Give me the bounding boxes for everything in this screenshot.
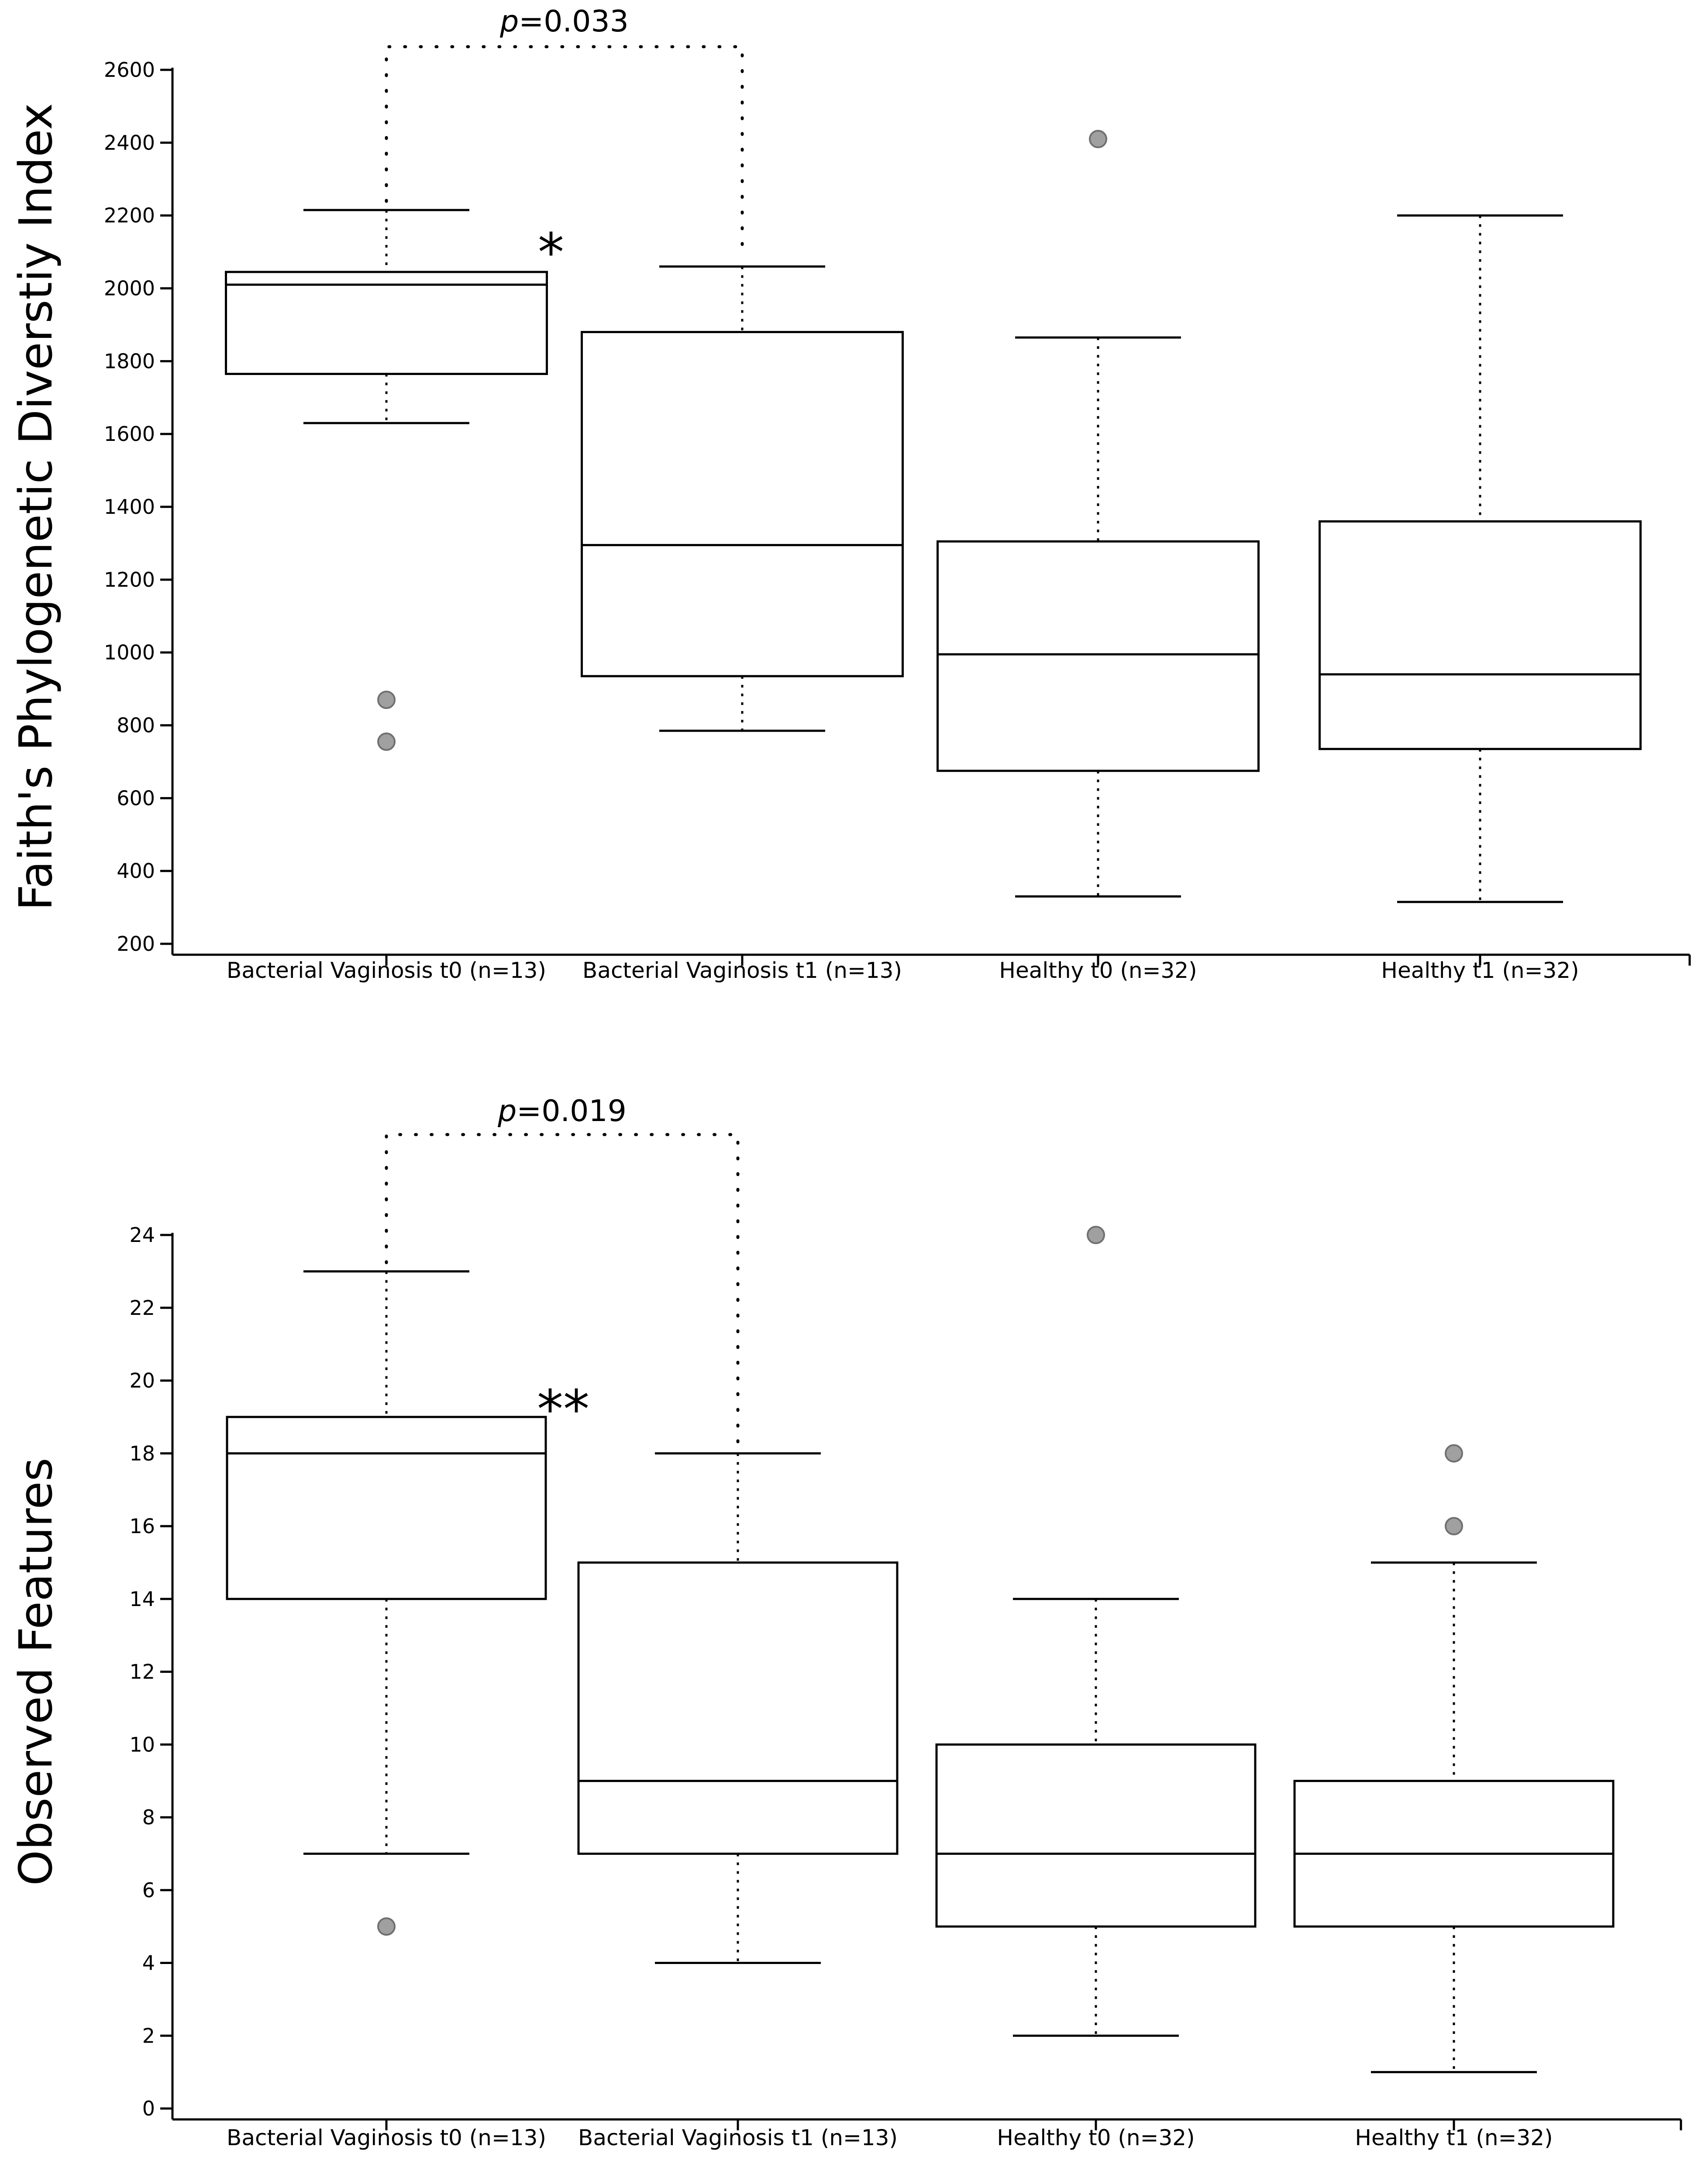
x-category-label: Healthy t0 (n=32) <box>997 2125 1195 2150</box>
significance-bracket <box>385 1133 740 1446</box>
x-category-label: Bacterial Vaginosis t0 (n=13) <box>227 2125 546 2150</box>
p-value-number: =0.033 <box>519 4 629 39</box>
y-tick-label: 12 <box>129 1660 155 1684</box>
x-category-label: Healthy t1 (n=32) <box>1355 2125 1553 2150</box>
x-category-label: Bacterial Vaginosis t0 (n=13) <box>227 958 546 983</box>
y-tick-label: 8 <box>142 1806 155 1829</box>
y-tick-label: 400 <box>117 859 155 883</box>
y-tick-label: 18 <box>129 1441 155 1465</box>
x-category-label: Healthy t0 (n=32) <box>999 958 1197 983</box>
y-tick-label: 1000 <box>104 641 155 664</box>
y-tick-label: 2400 <box>104 131 155 155</box>
p-value-label: p=0.033 <box>499 4 629 39</box>
y-tick-label: 2000 <box>104 277 155 300</box>
y-tick-label: 14 <box>129 1587 155 1611</box>
outlier-point <box>1445 1444 1463 1463</box>
outlier-point <box>377 1917 396 1936</box>
y-tick-label: 4 <box>142 1951 155 1975</box>
y-tick-label: 2200 <box>104 204 155 227</box>
y-tick-label: 200 <box>117 932 155 956</box>
significance-stars: ** <box>537 1379 589 1440</box>
y-tick-label: 1800 <box>104 349 155 373</box>
p-value-label: p=0.019 <box>497 1094 627 1128</box>
y-tick-label: 1200 <box>104 568 155 592</box>
y-tick-label: 2 <box>142 2024 155 2047</box>
y-tick-label: 24 <box>129 1223 155 1247</box>
box-iqr <box>937 540 1260 772</box>
box-iqr <box>226 1416 547 1600</box>
y-tick-label: 6 <box>142 1878 155 1902</box>
y-tick-label: 1600 <box>104 422 155 446</box>
outlier-point <box>1087 1226 1105 1244</box>
y-tick-label: 16 <box>129 1514 155 1538</box>
y-tick-label: 800 <box>117 714 155 737</box>
y-tick-label: 0 <box>142 2097 155 2120</box>
y-tick-label: 10 <box>129 1733 155 1756</box>
y-tick-label: 22 <box>129 1296 155 1320</box>
box-iqr <box>581 331 904 678</box>
x-category-label: Bacterial Vaginosis t1 (n=13) <box>578 2125 898 2150</box>
box-iqr <box>1319 520 1642 750</box>
outlier-point <box>377 691 396 709</box>
y-tick-label: 20 <box>129 1369 155 1393</box>
significance-stars: * <box>538 223 564 283</box>
outlier-point <box>377 733 396 751</box>
y-tick-label: 600 <box>117 786 155 810</box>
p-value-prefix: p <box>499 4 519 39</box>
outlier-point <box>1089 130 1107 148</box>
panel-faith-pd: 200 400 600 800 1000 1200 1400 1600 1800 2000 2200… <box>9 4 1691 983</box>
y-tick-label: 1400 <box>104 495 155 519</box>
y-tick-label: 2600 <box>104 58 155 82</box>
x-category-label: Healthy t1 (n=32) <box>1381 958 1579 983</box>
p-value-prefix: p <box>497 1094 517 1128</box>
box-iqr <box>577 1561 899 1855</box>
outlier-point <box>1445 1517 1463 1535</box>
box-iqr <box>935 1743 1257 1928</box>
y-axis-label: Faith's Phylogenetic Diverstiy Index <box>9 103 62 911</box>
significance-bracket <box>385 45 744 259</box>
x-category-label: Bacterial Vaginosis t1 (n=13) <box>582 958 902 983</box>
p-value-number: =0.019 <box>517 1094 627 1128</box>
box-iqr <box>225 271 548 375</box>
y-axis-label: Observed Features <box>9 1458 62 1886</box>
